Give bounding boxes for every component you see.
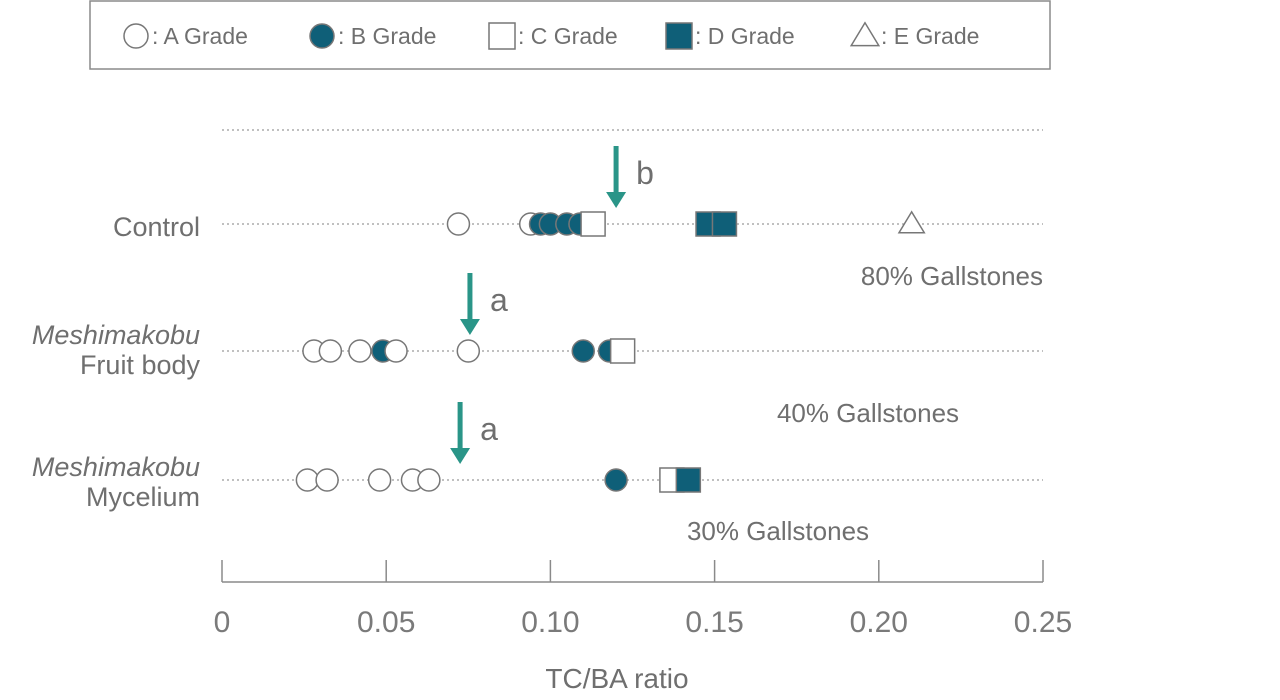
legend-marker-a — [123, 23, 149, 49]
legend-label: : B Grade — [338, 23, 436, 49]
data-point-grade-e — [897, 210, 926, 234]
data-point-grade-a — [318, 339, 343, 363]
group-label: Control — [113, 212, 200, 242]
legend-label: : D Grade — [695, 23, 795, 49]
data-point-grade-a — [295, 468, 320, 492]
legend-label: : A Grade — [152, 23, 248, 49]
significance-letter: b — [636, 155, 654, 191]
significance-letter: a — [490, 282, 508, 318]
gallstone-percentage-label: 80% Gallstones — [861, 261, 1043, 291]
data-point-grade-c — [580, 211, 606, 237]
gallstone-percentage-label: 30% Gallstones — [687, 516, 869, 546]
legend-marker-e — [849, 21, 881, 47]
x-tick-label: 0.05 — [357, 606, 415, 639]
data-point-grade-a — [384, 339, 408, 363]
x-tick-label: 0.20 — [850, 606, 908, 639]
mean-arrow: a — [450, 402, 498, 464]
data-point-grade-a — [417, 468, 441, 492]
legend-item-e-grade: : E Grade — [849, 21, 979, 49]
x-axis: 0 0.05 0.10 0.15 0.20 0.25 TC/BA ratio — [214, 560, 1072, 694]
mean-arrow: a — [459, 273, 508, 335]
group-label: Meshimakobu — [32, 320, 200, 350]
data-point-grade-c — [609, 338, 636, 364]
group-points — [446, 210, 926, 237]
mean-arrow-head — [606, 192, 627, 208]
legend-item-d-grade: : D Grade — [665, 22, 795, 50]
group-points — [302, 338, 636, 364]
mean-arrows: b a a — [450, 146, 654, 464]
data-point-grade-a — [348, 339, 372, 363]
legend-marker-c — [488, 22, 516, 50]
legend-item-b-grade: : B Grade — [309, 23, 436, 49]
x-axis-label: TC/BA ratio — [545, 663, 688, 694]
legend-item-a-grade: : A Grade — [123, 23, 248, 49]
data-point-grade-b — [571, 339, 595, 363]
legend-label: : C Grade — [518, 23, 618, 49]
legend: : A Grade : B Grade : C Grade : D Grade : E … — [89, 0, 1051, 70]
mean-arrow-head — [459, 319, 480, 335]
legend-label: : E Grade — [881, 23, 979, 49]
data-point-grade-d — [711, 211, 738, 237]
legend-item-c-grade: : C Grade — [488, 22, 618, 50]
legend-marker-b — [309, 23, 335, 49]
data-point-grade-b — [604, 468, 628, 492]
x-tick-label: 0.10 — [521, 606, 579, 639]
gallstone-percentage-label: 40% Gallstones — [777, 398, 959, 428]
data-point-grade-a — [456, 339, 481, 363]
group-points — [295, 467, 702, 493]
x-tick-label: 0.15 — [685, 606, 743, 639]
group-label: Mycelium — [86, 482, 200, 512]
group-label: Fruit body — [80, 350, 201, 380]
x-tick-label: 0 — [214, 606, 231, 639]
group-label: Meshimakobu — [32, 452, 200, 482]
legend-marker-d — [665, 22, 693, 50]
mean-arrow: b — [606, 146, 654, 208]
legend-box — [89, 0, 1051, 70]
data-point-grade-a — [446, 212, 471, 236]
data-point-grade-a — [367, 468, 392, 492]
mean-arrow-head — [450, 448, 471, 464]
significance-letter: a — [480, 411, 498, 447]
x-tick-label: 0.25 — [1014, 606, 1072, 639]
data-points — [295, 210, 926, 493]
data-point-grade-d — [675, 467, 702, 493]
data-point-grade-a — [315, 468, 339, 492]
